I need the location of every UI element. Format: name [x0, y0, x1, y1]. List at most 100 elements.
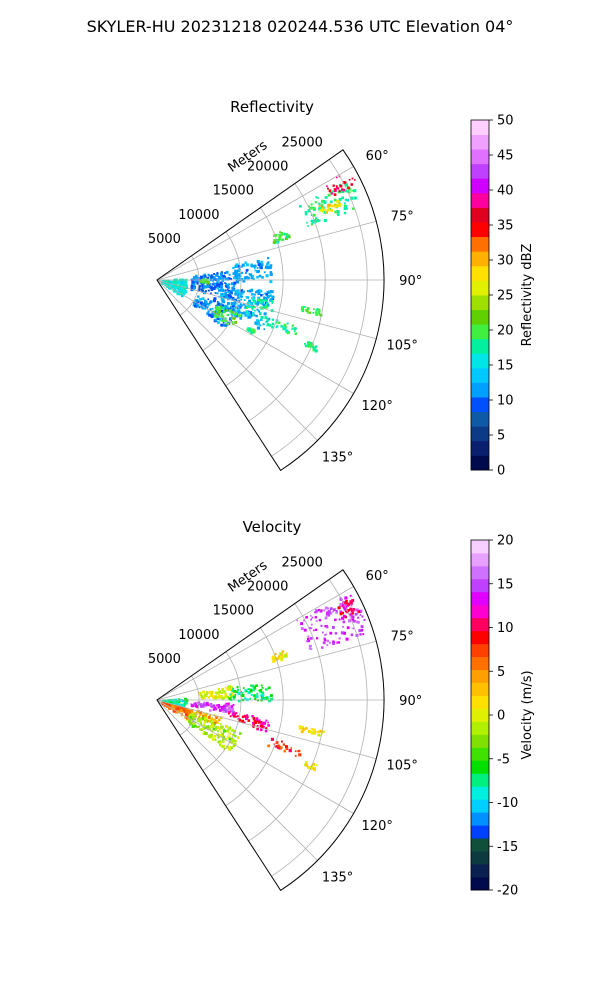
- echo-gate: [214, 691, 217, 694]
- echo-gate: [271, 318, 274, 321]
- echo-gate: [335, 186, 339, 190]
- echo-gate: [360, 628, 364, 632]
- echo-gate: [247, 311, 251, 315]
- echo-gate: [310, 615, 312, 617]
- echo-gate: [222, 711, 225, 713]
- echo-gate: [223, 704, 226, 708]
- echo-gate: [257, 296, 261, 300]
- echo-gate: [226, 745, 230, 749]
- echo-gate: [226, 278, 229, 281]
- echo-gate: [204, 697, 206, 700]
- echo-gate: [251, 304, 254, 308]
- echo-gate: [263, 328, 266, 330]
- echo-gate: [249, 273, 253, 277]
- colorbar-tick-label: -10: [497, 796, 518, 811]
- radial-tick-label: 10000: [178, 628, 219, 643]
- echo-gate: [213, 721, 217, 725]
- echo-gate: [280, 234, 283, 237]
- echo-gate: [329, 607, 333, 611]
- echo-gate: [182, 291, 186, 295]
- echo-gate: [341, 190, 344, 194]
- echo-gate: [224, 285, 228, 288]
- azimuth-spoke: [156, 279, 318, 441]
- echo-gate: [230, 278, 233, 280]
- echo-gate: [344, 601, 348, 605]
- echo-gate: [205, 280, 208, 283]
- echo-gate: [219, 723, 222, 726]
- echo-gate: [250, 276, 254, 280]
- echo-gate: [305, 616, 308, 619]
- echo-gate: [352, 207, 355, 210]
- echo-gate: [232, 304, 235, 308]
- colorbar-segment: [471, 367, 489, 383]
- echo-gate: [252, 275, 254, 277]
- echo-gate: [236, 686, 239, 689]
- echo-gate: [363, 618, 366, 621]
- echo-gate: [213, 299, 216, 303]
- echo-region: [272, 231, 291, 244]
- echo-gate: [197, 295, 200, 298]
- echo-gate: [253, 685, 257, 689]
- echo-region: [246, 327, 256, 335]
- echo-gate: [230, 311, 233, 314]
- echo-gate: [309, 341, 312, 345]
- echo-gate: [265, 293, 268, 296]
- echo-gate: [330, 192, 333, 195]
- echo-gate: [273, 234, 276, 237]
- echo-gate: [314, 611, 317, 614]
- echo-gate: [210, 288, 214, 291]
- echo-gate: [324, 208, 327, 211]
- echo-gate: [213, 706, 217, 710]
- echo-gate: [248, 273, 251, 276]
- echo-gate: [211, 730, 214, 733]
- echo-gate: [209, 714, 211, 717]
- echo-gate: [257, 263, 261, 266]
- echo-gate: [224, 289, 227, 292]
- echo-gate: [220, 312, 223, 314]
- echo-gate: [193, 722, 196, 726]
- echo-gate: [225, 270, 229, 274]
- echo-gate: [258, 310, 261, 313]
- echo-gate: [306, 221, 308, 224]
- echo-gate: [241, 715, 245, 718]
- echo-gate: [234, 271, 238, 275]
- echo-gate: [266, 318, 270, 322]
- echo-gate: [350, 196, 354, 200]
- colorbar-tick-label: -20: [497, 884, 518, 899]
- echo-gate: [179, 700, 182, 702]
- echo-gate: [250, 264, 254, 268]
- echo-gate: [312, 220, 315, 223]
- colorbar-segment: [471, 851, 489, 865]
- echo-gate: [199, 721, 202, 724]
- echo-gate: [234, 276, 238, 280]
- echo-gate: [178, 701, 181, 704]
- echo-gate: [269, 294, 273, 297]
- echo-gate: [185, 709, 188, 713]
- echo-gate: [328, 189, 332, 193]
- echo-gate: [238, 267, 241, 270]
- echo-gate: [172, 705, 175, 708]
- echo-gate: [179, 710, 182, 713]
- echo-gate: [224, 686, 227, 689]
- echo-gate: [326, 644, 329, 647]
- range-ring: [271, 159, 368, 457]
- echo-gate: [207, 725, 210, 729]
- echo-gate: [288, 749, 292, 753]
- colorbar-tick-label: 10: [497, 394, 514, 409]
- echo-gate: [278, 236, 282, 240]
- echo-gate: [231, 696, 233, 698]
- echo-gate: [221, 299, 225, 303]
- echo-region: [245, 297, 274, 322]
- echo-gate: [258, 689, 261, 692]
- echo-gate: [281, 238, 284, 242]
- echo-gate: [344, 610, 347, 613]
- echo-gate: [224, 709, 228, 713]
- range-ring: [179, 675, 200, 736]
- echo-gate: [212, 708, 216, 711]
- echo-gate: [313, 768, 316, 772]
- echo-gate: [245, 306, 248, 309]
- echo-gate: [251, 308, 254, 311]
- echo-gate: [237, 300, 241, 303]
- echo-region: [232, 257, 273, 284]
- echo-gate: [243, 312, 247, 315]
